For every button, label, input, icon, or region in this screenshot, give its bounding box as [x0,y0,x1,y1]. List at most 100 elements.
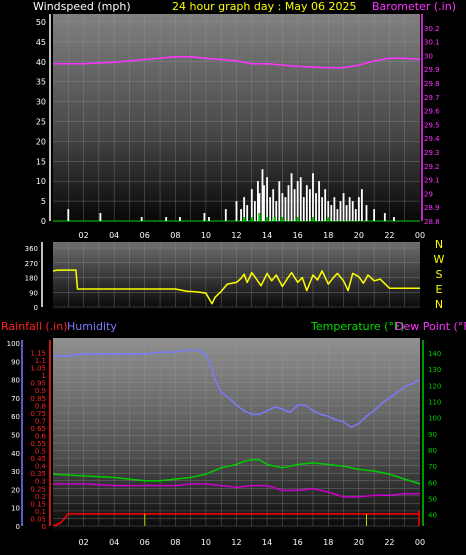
windspeed-bar [333,197,336,221]
humidity-axis-title: Humidity [67,320,117,333]
barometer-y-tick-label: 28.9 [424,204,440,212]
windspeed-bar [293,189,296,221]
humidity-y-tick-label: 50 [11,432,20,440]
windspeed-bar [305,185,308,221]
windspeed-bar [315,193,317,221]
windspeed-bar [281,193,284,221]
windspeed-bar [345,205,348,221]
wind-y-tick-label: 40 [36,58,46,67]
wind-y-tick-label: 5 [41,197,46,206]
lower-x-tick-label: 00 [415,538,425,547]
windspeed-bar [240,209,242,221]
gust-bar [250,217,253,221]
gust-bar [281,217,284,221]
temperature-y-tick-label: 50 [428,496,437,504]
windspeed-bar [243,197,246,221]
lower-x-tick-label: 06 [140,538,150,547]
direction-y-tick-label: 0 [34,304,38,312]
windspeed-bar [383,213,386,221]
barometer-y-tick-label: 29.4 [424,135,440,143]
humidity-y-tick-label: 20 [11,486,20,494]
wind-x-tick-label: 00 [415,231,425,240]
gust-bar [242,217,246,221]
humidity-y-tick-label: 0 [16,523,20,531]
humidity-y-tick-label: 100 [7,340,20,348]
wind-y-tick-label: 15 [36,157,46,166]
barometer-y-tick-label: 29 [424,190,433,198]
rainfall-y-tick-label: 0.4 [35,463,47,471]
windspeed-bar [261,169,264,221]
lower-x-tick-label: 18 [323,538,333,547]
wind-x-tick-label: 10 [201,231,211,240]
temperature-y-tick-label: 110 [428,398,441,406]
windspeed-bar [179,217,181,221]
direction-y-tick-label: 360 [25,245,38,253]
lower-x-tick-label: 04 [109,538,119,547]
humidity-y-tick-label: 70 [11,395,20,403]
barometer-y-tick-label: 29.3 [424,149,440,157]
lower-x-tick-label: 22 [384,538,394,547]
rainfall-axis-title: Rainfall (.in) [1,320,68,333]
compass-tick-label: N [435,238,443,251]
humidity-y-tick-label: 10 [11,505,20,513]
temperature-y-tick-label: 70 [428,463,437,471]
dewpoint-axis-title: Dew Point (°F) [395,320,466,333]
wind-y-tick-label: 45 [36,38,46,47]
wind-x-tick-label: 08 [170,231,180,240]
windspeed-bar [67,209,70,221]
compass-tick-label: N [435,298,443,311]
windspeed-bar [250,189,253,221]
windspeed-bar [269,197,272,221]
gridlines [53,14,420,527]
temperature-y-tick-label: 100 [428,415,441,423]
rainfall-y-tick-label: 1.1 [35,357,46,365]
windspeed-bar [309,189,311,221]
rainfall-y-tick-label: 0.25 [30,485,46,493]
windspeed-bar [336,209,339,221]
humidity-y-tick-label: 90 [11,358,20,366]
rainfall-y-tick-label: 1.15 [30,350,46,358]
windspeed-bar [393,217,395,221]
wind-x-tick-label: 18 [323,231,333,240]
windspeed-bar [290,173,293,221]
windspeed-bar [278,181,281,221]
barometer-y-tick-label: 29.1 [424,177,440,185]
temperature-y-tick-label: 140 [428,350,441,358]
windspeed-bar [224,209,227,221]
wind-x-tick-label: 20 [354,231,364,240]
wind-y-tick-label: 50 [36,18,46,27]
rainfall-y-tick-label: 0.7 [35,417,46,425]
gust-bar [265,217,269,221]
chart-title-left: Windspeed (mph) [33,0,131,13]
windspeed-bar [140,217,143,221]
windspeed-bar [208,217,210,221]
windspeed-bar [365,205,368,221]
windspeed-bar [253,201,256,221]
humidity-y-tick-label: 80 [11,377,20,385]
dewpoint-series-line [53,483,420,498]
windspeed-bar [203,213,206,221]
windspeed-bar [266,177,268,221]
windspeed-bar [360,189,363,221]
humidity-y-tick-label: 40 [11,450,20,458]
rainfall-y-tick-label: 0.9 [35,387,46,395]
wind-x-tick-label: 22 [384,231,394,240]
direction-series-line [52,269,420,305]
wind-y-tick-label: 35 [36,78,46,87]
rainfall-y-tick-label: 0.6 [35,432,47,440]
humidity-series-line [53,349,421,428]
windspeed-bar [272,189,275,221]
windspeed-bar [330,205,333,221]
windspeed-bar [246,205,249,221]
windspeed-bar [263,185,265,221]
lower-x-tick-label: 10 [201,538,211,547]
lower-x-tick-label: 02 [78,538,88,547]
wind-y-tick-label: 20 [36,137,46,146]
windspeed-bar [318,181,320,221]
tick-labels: 0510152025303540455028.828.92929.129.229… [7,18,445,547]
windspeed-bar [99,213,102,221]
windspeed-bar [235,201,238,221]
barometer-y-tick-label: 29.8 [424,80,440,88]
gust-bar [327,217,330,221]
